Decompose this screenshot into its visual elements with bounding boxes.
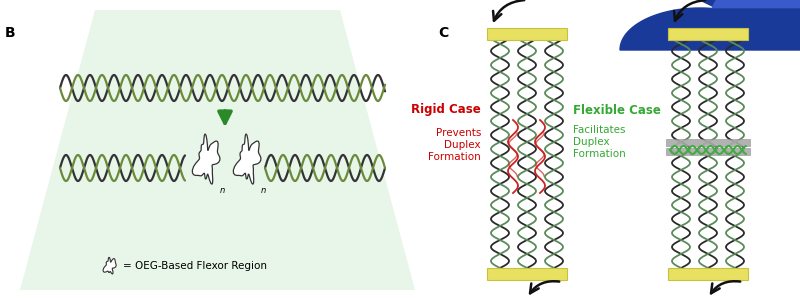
Bar (668, 268, 748, 280)
Polygon shape (103, 257, 116, 274)
Bar (668, 28, 748, 40)
Polygon shape (620, 0, 800, 50)
Text: Facilitates: Facilitates (573, 125, 626, 135)
Text: Formation: Formation (428, 152, 481, 162)
Text: n: n (260, 186, 266, 195)
Text: Formation: Formation (573, 149, 626, 159)
Text: B: B (5, 26, 16, 40)
Bar (666, 139, 750, 146)
Text: Flexible Case: Flexible Case (573, 103, 661, 117)
Text: Rigid Case: Rigid Case (411, 103, 481, 117)
Bar (487, 268, 567, 280)
Bar (666, 148, 750, 155)
Polygon shape (192, 134, 220, 184)
Polygon shape (234, 134, 261, 184)
Polygon shape (20, 10, 415, 290)
Text: Duplex: Duplex (444, 140, 481, 150)
Text: = OEG-Based Flexor Region: = OEG-Based Flexor Region (123, 261, 267, 271)
Text: Prevents: Prevents (436, 128, 481, 138)
Bar (487, 28, 567, 40)
Text: C: C (438, 26, 448, 40)
Text: n: n (219, 186, 225, 195)
Text: Duplex: Duplex (573, 137, 610, 147)
Polygon shape (713, 0, 800, 16)
